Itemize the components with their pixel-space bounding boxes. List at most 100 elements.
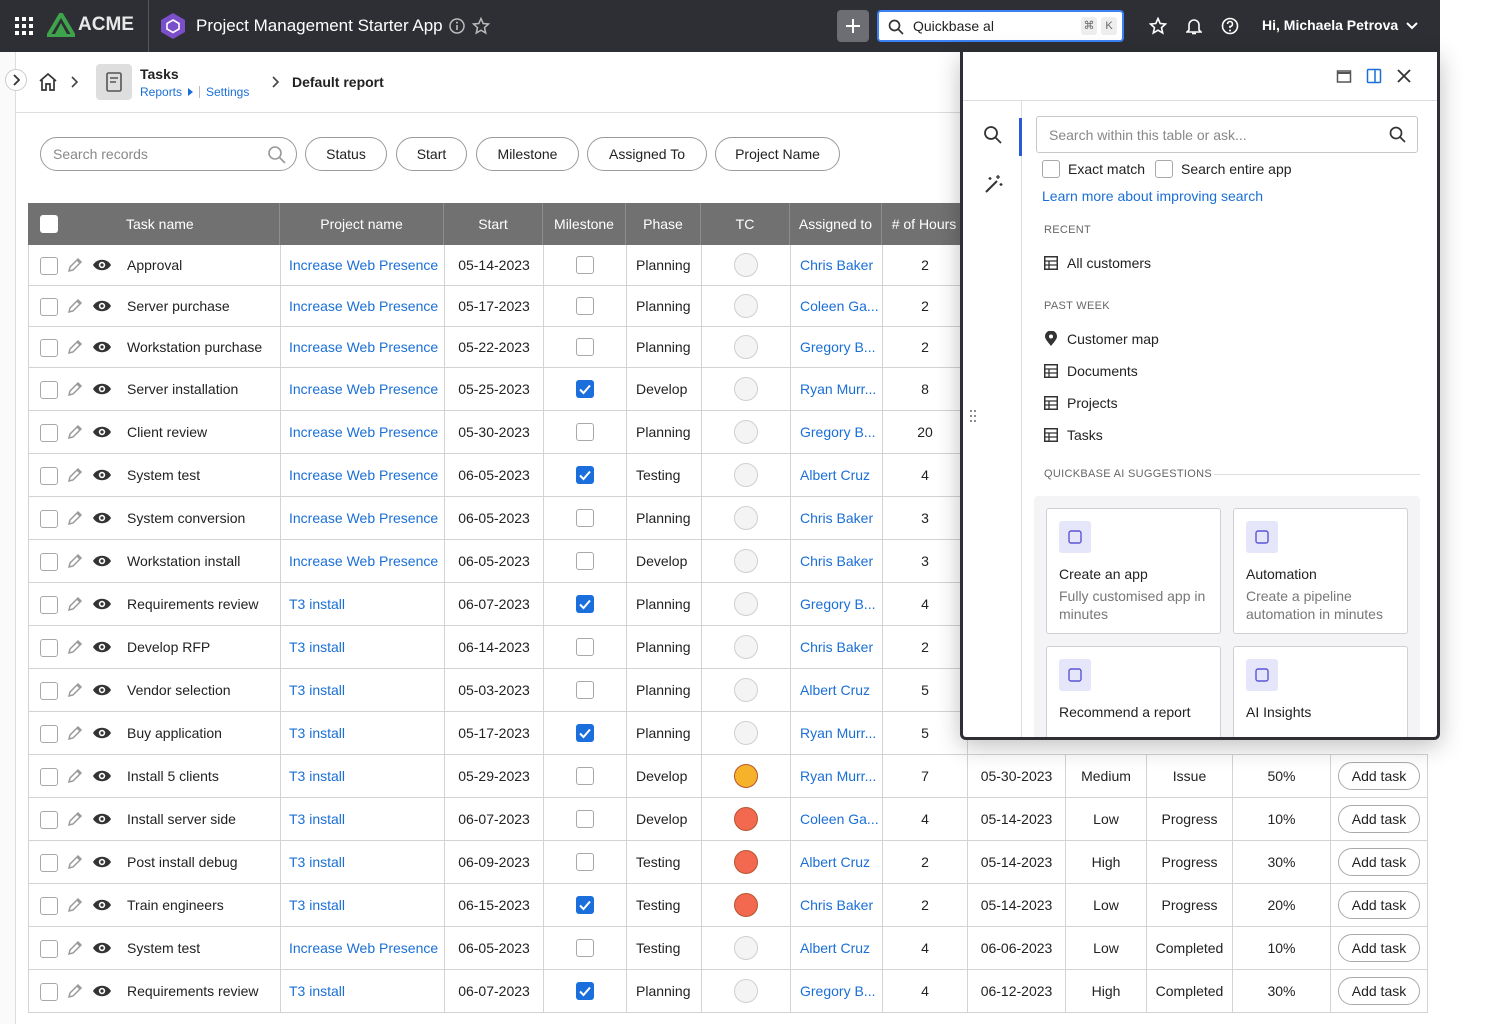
project-link[interactable]: Increase Web Presence xyxy=(289,298,439,314)
add-task-button[interactable]: Add task xyxy=(1337,977,1421,1005)
project-link[interactable]: T3 install xyxy=(289,768,346,784)
filter-button[interactable]: Project Name xyxy=(715,137,840,171)
assignee-link[interactable]: Coleen Ga... xyxy=(800,298,879,314)
select-all-checkbox[interactable] xyxy=(40,215,58,233)
view-icon[interactable] xyxy=(92,255,112,275)
assignee-link[interactable]: Gregory B... xyxy=(800,424,876,440)
edit-icon[interactable] xyxy=(65,422,85,442)
project-link[interactable]: Increase Web Presence xyxy=(289,257,439,273)
add-task-button[interactable]: Add task xyxy=(1337,805,1421,833)
row-checkbox[interactable] xyxy=(40,423,58,442)
recent-item[interactable]: Projects xyxy=(1044,395,1118,411)
view-icon[interactable] xyxy=(92,723,112,743)
close-icon[interactable] xyxy=(1396,68,1412,84)
assignee-link[interactable]: Albert Cruz xyxy=(800,682,871,698)
global-search[interactable]: Quickbase al ⌘ K xyxy=(877,10,1124,42)
edit-icon[interactable] xyxy=(65,594,85,614)
assignee-link[interactable]: Gregory B... xyxy=(800,983,876,999)
assignee-link[interactable]: Chris Baker xyxy=(800,257,874,273)
assignee-link[interactable]: Chris Baker xyxy=(800,553,874,569)
assignee-link[interactable]: Albert Cruz xyxy=(800,467,871,483)
view-icon[interactable] xyxy=(92,981,112,1001)
help-link[interactable]: Learn more about improving search xyxy=(1042,188,1264,204)
column-header[interactable]: Task name xyxy=(28,203,280,245)
edit-icon[interactable] xyxy=(65,723,85,743)
view-icon[interactable] xyxy=(92,852,112,872)
view-icon[interactable] xyxy=(92,296,112,316)
project-link[interactable]: Increase Web Presence xyxy=(289,553,439,569)
project-link[interactable]: T3 install xyxy=(289,897,346,913)
project-link[interactable]: T3 install xyxy=(289,983,346,999)
recent-item[interactable]: Tasks xyxy=(1044,427,1103,443)
exact-match-checkbox[interactable] xyxy=(1042,160,1060,178)
edit-icon[interactable] xyxy=(65,255,85,275)
edit-icon[interactable] xyxy=(65,895,85,915)
row-checkbox[interactable] xyxy=(40,380,58,399)
row-checkbox[interactable] xyxy=(40,256,58,275)
assignee-link[interactable]: Chris Baker xyxy=(800,639,874,655)
view-icon[interactable] xyxy=(92,766,112,786)
row-checkbox[interactable] xyxy=(40,896,58,915)
project-link[interactable]: T3 install xyxy=(289,725,346,741)
assignee-link[interactable]: Gregory B... xyxy=(800,596,876,612)
column-header[interactable]: # of Hours xyxy=(882,203,967,245)
reports-link[interactable]: Reports xyxy=(140,85,183,99)
project-link[interactable]: Increase Web Presence xyxy=(289,381,439,397)
row-checkbox[interactable] xyxy=(40,810,58,829)
add-task-button[interactable]: Add task xyxy=(1337,934,1421,962)
project-link[interactable]: T3 install xyxy=(289,596,346,612)
row-checkbox[interactable] xyxy=(40,724,58,743)
row-checkbox[interactable] xyxy=(40,338,58,357)
row-checkbox[interactable] xyxy=(40,297,58,316)
panel-search[interactable]: Search within this table or ask... xyxy=(1036,116,1418,153)
view-icon[interactable] xyxy=(92,508,112,528)
home-icon[interactable] xyxy=(38,72,58,92)
edit-icon[interactable] xyxy=(65,337,85,357)
project-link[interactable]: T3 install xyxy=(289,639,346,655)
suggestion-card[interactable]: Automation Create a pipeline automation i… xyxy=(1233,508,1408,634)
edit-icon[interactable] xyxy=(65,379,85,399)
column-header[interactable]: Phase xyxy=(626,203,701,245)
help-icon[interactable] xyxy=(1221,17,1239,35)
project-link[interactable]: T3 install xyxy=(289,682,346,698)
recent-item[interactable]: All customers xyxy=(1044,255,1151,271)
resize-handle[interactable] xyxy=(968,408,978,424)
project-link[interactable]: Increase Web Presence xyxy=(289,467,439,483)
view-icon[interactable] xyxy=(92,938,112,958)
edit-icon[interactable] xyxy=(65,508,85,528)
project-link[interactable]: Increase Web Presence xyxy=(289,510,439,526)
entire-app-checkbox[interactable] xyxy=(1155,160,1173,178)
add-task-button[interactable]: Add task xyxy=(1337,891,1421,919)
project-link[interactable]: Increase Web Presence xyxy=(289,424,439,440)
row-checkbox[interactable] xyxy=(40,767,58,786)
column-header[interactable]: Assigned to xyxy=(790,203,882,245)
project-link[interactable]: T3 install xyxy=(289,811,346,827)
notifications-icon[interactable] xyxy=(1186,17,1202,35)
dock-icon[interactable] xyxy=(1366,68,1382,84)
assignee-link[interactable]: Ryan Murr... xyxy=(800,725,877,741)
view-icon[interactable] xyxy=(92,422,112,442)
edit-icon[interactable] xyxy=(65,852,85,872)
search-tab[interactable] xyxy=(983,125,1003,145)
add-button[interactable] xyxy=(837,10,869,42)
assignee-link[interactable]: Ryan Murr... xyxy=(800,768,877,784)
filter-button[interactable]: Assigned To xyxy=(587,137,707,171)
row-checkbox[interactable] xyxy=(40,681,58,700)
suggestion-card[interactable]: Recommend a report xyxy=(1046,646,1221,737)
edit-icon[interactable] xyxy=(65,551,85,571)
view-icon[interactable] xyxy=(92,680,112,700)
assignee-link[interactable]: Coleen Ga... xyxy=(800,811,879,827)
row-checkbox[interactable] xyxy=(40,982,58,1001)
record-search[interactable]: Search records xyxy=(40,137,297,171)
user-menu[interactable]: Hi, Michaela Petrova xyxy=(1262,17,1399,33)
column-header[interactable]: Milestone xyxy=(543,203,626,245)
assignee-link[interactable]: Gregory B... xyxy=(800,339,876,355)
row-checkbox[interactable] xyxy=(40,638,58,657)
row-checkbox[interactable] xyxy=(40,595,58,614)
column-header[interactable]: Start xyxy=(444,203,543,245)
edit-icon[interactable] xyxy=(65,981,85,1001)
view-icon[interactable] xyxy=(92,337,112,357)
edit-icon[interactable] xyxy=(65,465,85,485)
row-checkbox[interactable] xyxy=(40,939,58,958)
assignee-link[interactable]: Albert Cruz xyxy=(800,940,871,956)
